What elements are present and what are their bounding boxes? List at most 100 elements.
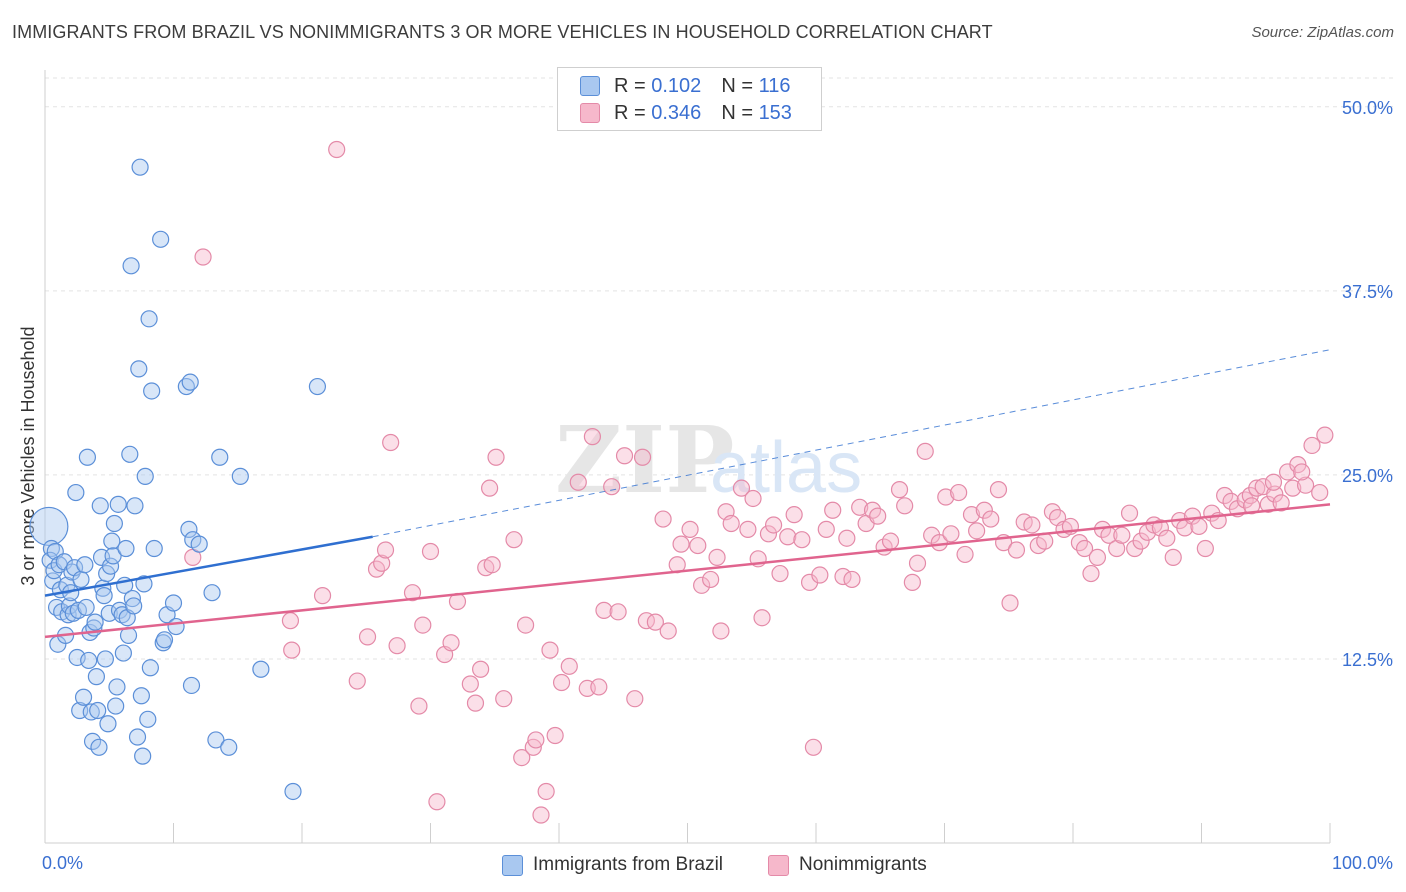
data-point-nonimmigrants <box>942 525 960 543</box>
data-point-brazil <box>95 587 113 605</box>
data-point-brazil <box>207 731 225 749</box>
data-point-nonimmigrants <box>194 248 212 266</box>
data-point-nonimmigrants <box>659 622 677 640</box>
data-point-nonimmigrants <box>968 522 986 540</box>
data-point-brazil <box>164 594 183 612</box>
data-point-nonimmigrants <box>552 673 571 692</box>
data-point-brazil <box>87 668 106 686</box>
data-point-nonimmigrants <box>414 616 432 634</box>
data-point-nonimmigrants <box>541 641 559 659</box>
data-point-brazil <box>131 158 149 176</box>
watermark-zip: ZIP <box>555 406 734 514</box>
data-point-nonimmigrants <box>633 448 652 466</box>
data-point-nonimmigrants <box>1196 539 1214 558</box>
data-point-nonimmigrants <box>615 447 634 465</box>
data-point-nonimmigrants <box>817 520 835 538</box>
data-point-nonimmigrants <box>869 507 887 525</box>
data-point-nonimmigrants <box>1082 564 1100 583</box>
data-point-nonimmigrants <box>764 516 783 534</box>
data-point-brazil <box>109 495 127 513</box>
data-point-brazil <box>76 556 94 574</box>
y-axis-label: 3 or more Vehicles in Household <box>18 326 38 585</box>
tick-labels: 12.5% 25.0% 37.5% 50.0% 0.0% 100.0% <box>42 98 1393 873</box>
data-point-brazil <box>105 514 123 533</box>
data-point-nonimmigrants <box>376 541 395 559</box>
data-point-brazil <box>29 506 69 547</box>
legend-row-nonimmigrants: R = 0.346 N = 153 <box>580 100 792 126</box>
data-point-brazil <box>126 497 144 515</box>
data-point-nonimmigrants <box>1264 473 1283 491</box>
legend-swatch-brazil <box>502 854 523 876</box>
data-point-nonimmigrants <box>681 520 699 538</box>
watermark: ZIP atlas <box>555 406 862 514</box>
data-point-nonimmigrants <box>1158 529 1176 547</box>
data-point-nonimmigrants <box>804 738 823 756</box>
data-point-nonimmigrants <box>1316 426 1334 444</box>
data-point-brazil <box>231 467 249 485</box>
data-point-nonimmigrants <box>466 694 485 712</box>
data-point-brazil <box>72 570 90 589</box>
data-point-nonimmigrants <box>313 587 332 605</box>
nonimmigrants-points <box>184 140 1334 824</box>
data-point-nonimmigrants <box>890 481 909 499</box>
data-point-nonimmigrants <box>989 481 1008 499</box>
data-point-nonimmigrants <box>654 510 672 528</box>
data-point-nonimmigrants <box>1311 483 1329 502</box>
data-point-brazil <box>143 382 161 400</box>
data-point-nonimmigrants <box>590 678 608 696</box>
data-point-brazil <box>67 483 85 502</box>
data-point-nonimmigrants <box>693 576 711 594</box>
data-point-nonimmigrants <box>896 497 914 515</box>
data-point-nonimmigrants <box>461 675 479 693</box>
data-point-brazil <box>80 651 98 670</box>
series-legend: Immigrants from Brazil Nonimmigrants <box>0 852 1406 878</box>
brazil-points <box>29 158 327 801</box>
legend-r-label: R = <box>614 101 646 124</box>
legend-item-brazil[interactable]: Immigrants from Brazil <box>502 852 723 878</box>
data-point-nonimmigrants <box>583 428 602 446</box>
data-point-nonimmigrants <box>1151 519 1169 537</box>
data-point-brazil <box>99 715 117 733</box>
data-point-nonimmigrants <box>513 749 531 767</box>
legend-r-value-brazil: 0.102 <box>651 74 702 97</box>
data-point-nonimmigrants <box>1296 476 1315 494</box>
data-point-nonimmigrants <box>1120 504 1139 522</box>
data-point-brazil <box>167 617 185 636</box>
data-point-nonimmigrants <box>1272 494 1290 512</box>
data-point-nonimmigrants <box>811 566 829 584</box>
data-point-brazil <box>180 520 198 538</box>
data-point-nonimmigrants <box>626 690 644 708</box>
data-point-nonimmigrants <box>516 616 535 634</box>
data-point-nonimmigrants <box>1164 548 1182 566</box>
data-point-nonimmigrants <box>824 501 842 519</box>
x-tick-label: 100.0% <box>1332 853 1393 873</box>
data-point-nonimmigrants <box>505 531 523 549</box>
data-point-nonimmigrants <box>1259 495 1277 513</box>
data-point-brazil <box>211 448 229 466</box>
data-point-nonimmigrants <box>481 479 499 497</box>
legend-item-nonimmigrants[interactable]: Nonimmigrants <box>768 852 927 878</box>
data-point-nonimmigrants <box>1023 516 1041 534</box>
data-point-nonimmigrants <box>546 726 564 745</box>
data-point-nonimmigrants <box>1001 594 1019 612</box>
data-point-nonimmigrants <box>1113 526 1131 544</box>
data-point-brazil <box>152 230 170 248</box>
data-point-nonimmigrants <box>495 690 513 708</box>
data-point-brazil <box>77 598 95 617</box>
data-point-brazil <box>284 782 302 801</box>
data-point-nonimmigrants <box>962 506 981 524</box>
grid-lines <box>45 77 1393 660</box>
data-point-nonimmigrants <box>956 545 974 564</box>
data-point-nonimmigrants <box>903 573 921 591</box>
data-point-nonimmigrants <box>785 506 803 524</box>
data-point-nonimmigrants <box>403 584 422 602</box>
data-point-brazil <box>122 257 140 275</box>
data-point-nonimmigrants <box>1132 532 1150 550</box>
correlation-legend: R = 0.102 N = 116 R = 0.346 N = 153 <box>557 67 822 131</box>
legend-r-value-nonimmigrants: 0.346 <box>651 101 702 124</box>
data-point-nonimmigrants <box>281 612 300 630</box>
data-point-nonimmigrants <box>1190 517 1208 536</box>
legend-n-value-brazil: 116 <box>758 74 791 97</box>
y-tick-label: 50.0% <box>1342 98 1393 118</box>
trend-line-brazil <box>44 535 373 597</box>
